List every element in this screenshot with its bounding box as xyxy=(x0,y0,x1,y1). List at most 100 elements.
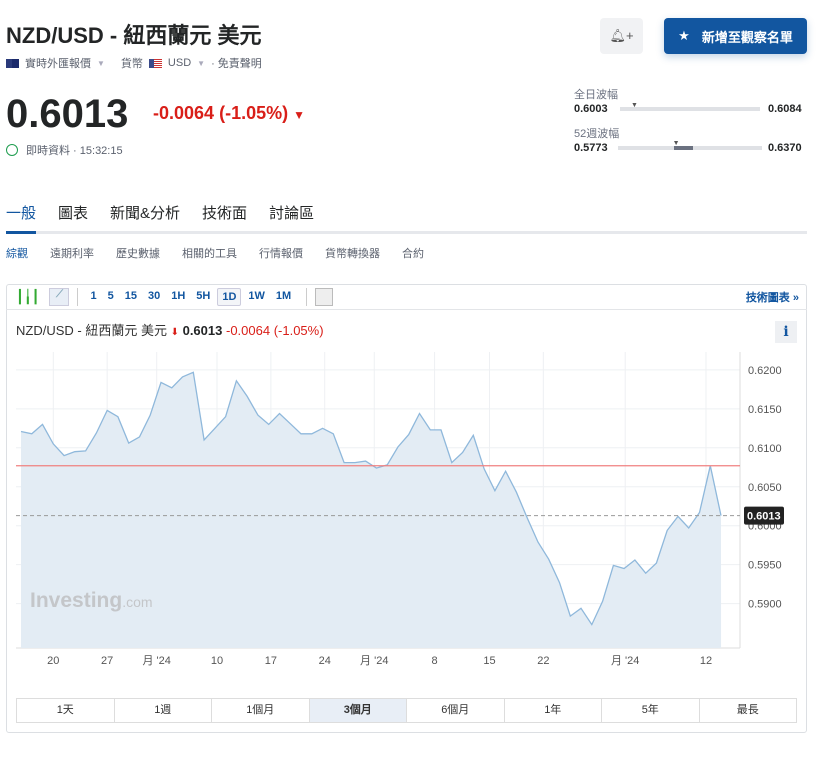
currency-label: 貨幣 xyxy=(120,58,143,70)
subtab-related[interactable]: 相關的工具 xyxy=(182,248,237,260)
watchlist-button-label: 新增至觀察名單 xyxy=(701,29,793,45)
subtab-converter[interactable]: 貨幣轉換器 xyxy=(325,248,380,260)
news-overlay-icon[interactable] xyxy=(315,287,334,306)
change-percent: (-1.05%) xyxy=(219,103,289,123)
day-range-label: 全日波幅 xyxy=(574,89,618,101)
y-tick-label: 0.6150 xyxy=(748,404,782,416)
interval-1D[interactable]: 1D xyxy=(217,287,242,306)
info-button[interactable]: i xyxy=(775,321,797,343)
interval-1W[interactable]: 1W xyxy=(248,289,265,302)
page-title: NZD/USD - 紐西蘭元 美元 xyxy=(6,23,262,48)
range-button[interactable]: 1個月 xyxy=(212,699,310,722)
add-to-watchlist-button[interactable]: ★ 新增至觀察名單 xyxy=(664,18,807,54)
last-price-tag xyxy=(744,506,784,525)
quote-type-dropdown[interactable]: 實時外匯報價 xyxy=(25,58,91,70)
chart-toolbar: ┃╽┃ ⟋ 1 5 15 30 1H 5H 1D 1W 1M 技術圖表 » xyxy=(6,284,807,310)
range-button[interactable]: 1年 xyxy=(505,699,602,722)
range-button[interactable]: 1週 xyxy=(115,699,212,722)
x-tick-label: 月 '24 xyxy=(142,655,170,667)
watermark-logo: Investing.com xyxy=(30,589,153,612)
subtab-contracts[interactable]: 合約 xyxy=(402,248,424,260)
divider xyxy=(306,287,308,306)
marker-icon: ▼ xyxy=(672,140,680,147)
subtab-historical-data[interactable]: 歷史數據 xyxy=(116,248,160,260)
disclaimer-link[interactable]: · 免責聲明 xyxy=(211,58,262,70)
star-icon: ★ xyxy=(678,28,690,43)
interval-1M[interactable]: 1M xyxy=(275,289,292,302)
down-arrow-icon: ⬇ xyxy=(170,327,179,338)
tab-general[interactable]: 一般 xyxy=(6,200,37,234)
us-flag-icon xyxy=(148,58,162,68)
price-line xyxy=(20,371,722,626)
x-tick-label: 24 xyxy=(319,655,331,667)
change-value: -0.0064 xyxy=(153,103,215,123)
range-button[interactable]: 1天 xyxy=(17,699,115,722)
y-tick-label: 0.5950 xyxy=(748,560,782,572)
subtab-overview[interactable]: 綜觀 xyxy=(6,248,28,260)
x-tick-label: 22 xyxy=(537,655,549,667)
range-button[interactable]: 3個月 xyxy=(309,699,407,722)
range-button[interactable]: 最長 xyxy=(736,704,759,716)
y-tick-label: 0.6100 xyxy=(748,443,782,455)
realtime-label: 即時資料 · 15:32:15 xyxy=(26,145,123,157)
tab-forum[interactable]: 討論區 xyxy=(269,205,315,222)
interval-1H[interactable]: 1H xyxy=(171,289,186,302)
bell-plus-icon: 🔔︎+ xyxy=(609,28,634,43)
interval-15[interactable]: 15 xyxy=(124,289,137,302)
chart-header: NZD/USD - 紐西蘭元 美元 ⬇ 0.6013 -0.0064 (-1.0… xyxy=(16,320,324,339)
chart-price: 0.6013 xyxy=(182,323,223,338)
interval-1[interactable]: 1 xyxy=(90,289,97,302)
chart-instrument-name: NZD/USD - 紐西蘭元 美元 xyxy=(16,323,167,338)
tab-chart[interactable]: 圖表 xyxy=(58,205,89,222)
week52-range-bar: ▼ xyxy=(618,140,762,150)
week52-range-label: 52週波幅 xyxy=(574,128,620,140)
x-tick-label: 17 xyxy=(265,655,277,667)
main-tabs: 一般 圖表 新聞&分析 技術面 討論區 xyxy=(6,200,807,234)
chevron-down-icon[interactable]: ▼ xyxy=(197,58,206,68)
x-tick-label: 10 xyxy=(211,655,223,667)
currency-dropdown[interactable]: USD xyxy=(167,57,192,69)
subtab-forward-rates[interactable]: 遠期利率 xyxy=(50,248,94,260)
interval-5[interactable]: 5 xyxy=(107,289,114,302)
realtime-status: 即時資料 · 15:32:15 xyxy=(6,142,123,158)
x-tick-label: 月 '24 xyxy=(360,655,388,667)
range-selector: 1天 1週 1個月 3個月 6個月 1年 5年 最長 xyxy=(16,698,797,723)
area-chart-icon[interactable]: ⟋ xyxy=(49,287,70,306)
day-range-bar: ▼ xyxy=(620,102,760,111)
x-tick-label: 8 xyxy=(432,655,438,667)
x-tick-label: 月 '24 xyxy=(611,655,639,667)
last-price-label: 0.6013 xyxy=(747,511,781,523)
tab-technical[interactable]: 技術面 xyxy=(202,205,248,222)
price-change: -0.0064 (-1.05%) ▼ xyxy=(153,103,305,124)
interval-5H[interactable]: 5H xyxy=(196,289,211,302)
day-low: 0.6003 xyxy=(574,103,608,115)
x-tick-label: 12 xyxy=(700,655,712,667)
x-tick-label: 15 xyxy=(483,655,495,667)
x-tick-label: 20 xyxy=(47,655,59,667)
interval-30[interactable]: 30 xyxy=(147,289,161,302)
range-button[interactable]: 6個月 xyxy=(407,699,505,722)
quote-info-row: 實時外匯報價 ▼ 貨幣 USD ▼ · 免責聲明 xyxy=(6,55,262,71)
chart-change: -0.0064 xyxy=(225,323,271,338)
tab-news[interactable]: 新聞&分析 xyxy=(110,205,181,222)
y-tick-label: 0.5900 xyxy=(748,599,782,611)
price-area xyxy=(21,372,722,648)
y-tick-label: 0.6200 xyxy=(748,365,782,377)
nz-flag-icon xyxy=(6,58,19,68)
range-button[interactable]: 5年 xyxy=(602,699,700,722)
down-arrow-icon: ▼ xyxy=(293,108,306,122)
chart-change-percent: (-1.05%) xyxy=(273,323,324,338)
week52-low: 0.5773 xyxy=(574,142,608,154)
range-fill xyxy=(674,146,693,150)
candlestick-icon[interactable]: ┃╽┃ xyxy=(16,288,40,304)
technical-chart-link[interactable]: 技術圖表 » xyxy=(745,291,799,304)
x-tick-label: 27 xyxy=(101,655,113,667)
add-alert-button[interactable]: 🔔︎+ xyxy=(600,18,643,54)
interval-buttons: 1 5 15 30 1H 5H 1D 1W 1M xyxy=(86,287,298,306)
subtab-quotes[interactable]: 行情報價 xyxy=(259,248,303,260)
chevron-down-icon[interactable]: ▼ xyxy=(97,58,105,68)
sub-tabs: 綜觀 遠期利率 歷史數據 相關的工具 行情報價 貨幣轉換器 合約 xyxy=(6,245,424,261)
divider xyxy=(77,287,79,306)
chart-container xyxy=(6,284,807,733)
